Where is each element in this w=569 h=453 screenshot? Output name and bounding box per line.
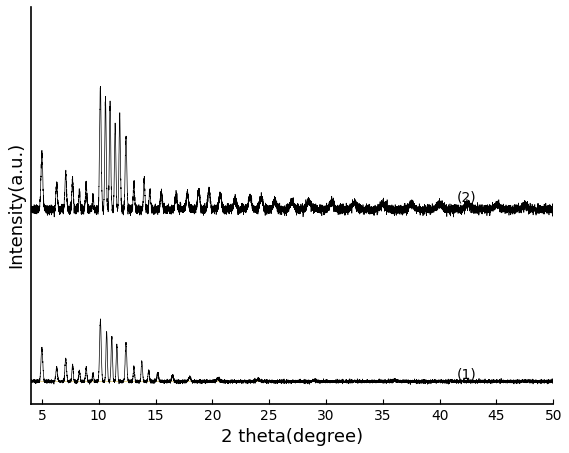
X-axis label: 2 theta(degree): 2 theta(degree) xyxy=(221,428,363,446)
Text: (2): (2) xyxy=(457,190,476,204)
Y-axis label: Intensity(a.u.): Intensity(a.u.) xyxy=(7,142,25,269)
Text: (1): (1) xyxy=(457,368,476,382)
